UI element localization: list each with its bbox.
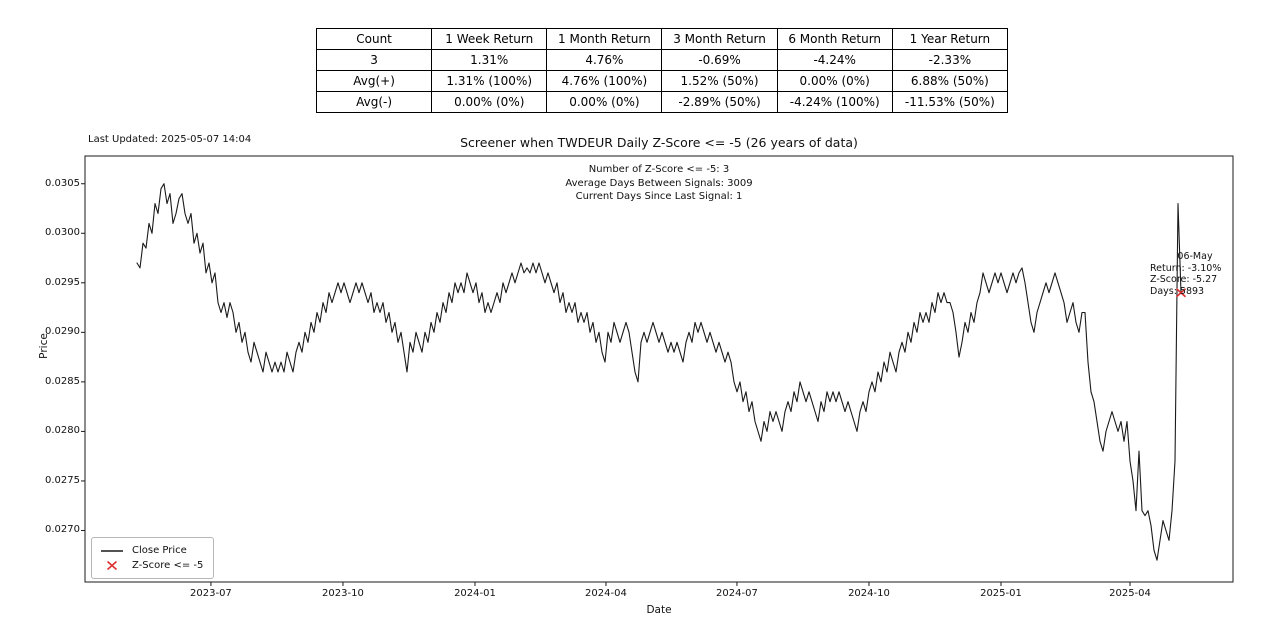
x-tick-label: 2024-10 [848,588,890,599]
y-axis-title: Price [38,333,50,359]
signal-annotation-date: 06-May [1177,251,1213,262]
signal-annotation-days: Days: 5893 [1150,285,1205,297]
chart-annotation: Number of Z-Score <= -5: 3 Average Days … [85,163,1233,204]
axis-tick-marks [81,183,1131,586]
y-tick-label: 0.0290 [45,326,80,338]
table-header-cell: 1 Year Return [891,28,1009,50]
y-tick-label: 0.0270 [45,524,80,536]
y-tick-label: 0.0285 [45,375,80,387]
returns-table-header: Count 1 Week Return 1 Month Return 3 Month … [315,28,1009,50]
y-tick-label: 0.0295 [45,276,80,288]
x-tick-label: 2025-04 [1109,588,1151,599]
returns-table-body: 3 1.31% 4.76% -0.69% -4.24% -2.33% Avg(+) 1.31%… [315,49,1009,113]
y-tick-label: 0.0275 [45,474,80,486]
chart-title: Screener when TWDEUR Daily Z-Score <= -5… [460,135,858,150]
table-cell: 6.88% (50%) [891,70,1009,92]
line-swatch-icon [100,549,124,553]
x-axis-title: Date [646,604,672,616]
table-cell: 0.00% (0%) [546,91,663,113]
table-cell: 1.52% (50%) [661,70,778,92]
table-cell: -2.89% (50%) [661,91,778,113]
table-cell: Avg(-) [315,91,433,113]
table-cell: -2.33% [891,49,1009,71]
legend-label-close-price: Close Price [132,545,187,556]
y-tick-label: 0.0300 [45,227,80,239]
legend-item-zscore: Z-Score <= -5 [100,558,203,573]
annotation-line-3: Current Days Since Last Signal: 1 [575,191,743,202]
x-tick-label: 2025-01 [980,588,1022,599]
legend-label-zscore: Z-Score <= -5 [132,560,204,571]
table-cell: -4.24% (100%) [776,91,893,113]
signal-annotation-zscore: Z-Score: -5.27 [1150,274,1218,285]
legend: Close Price Z-Score <= -5 [91,537,215,579]
table-cell: 0.00% (0%) [776,70,893,92]
signal-annotation: 06-May Return: -3.10% Z-Score: -5.27 Day… [1150,251,1240,297]
annotation-line-1: Number of Z-Score <= -5: 3 [588,164,730,175]
annotation-line-2: Average Days Between Signals: 3009 [565,177,753,189]
table-header-cell: 6 Month Return [776,28,893,50]
x-tick-label: 2023-10 [322,588,364,599]
signal-x-icon [1175,288,1187,298]
x-tick-label: 2024-07 [716,588,758,599]
table-cell: 0.00% (0%) [431,91,548,113]
x-marker-icon [100,560,124,571]
legend-item-close-price: Close Price [100,543,203,558]
y-tick-label: 0.0305 [45,177,80,189]
x-tick-label: 2023-07 [190,588,232,599]
close-price-line [136,183,1182,561]
returns-table: Count 1 Week Return 1 Month Return 3 Month … [315,28,1009,113]
x-tick-label: 2024-04 [585,588,627,599]
signal-annotation-return: Return: -3.10% [1150,262,1222,274]
table-row: Avg(-) 0.00% (0%) 0.00% (0%) -2.89% (50%) -4… [315,91,1009,113]
table-cell: -11.53% (50%) [891,91,1009,113]
last-updated-text: Last Updated: 2025-05-07 14:04 [88,134,252,145]
x-tick-label: 2024-01 [454,588,496,599]
table-cell: -0.69% [661,49,778,71]
plot-border [84,155,1234,583]
y-tick-label: 0.0280 [45,425,80,437]
